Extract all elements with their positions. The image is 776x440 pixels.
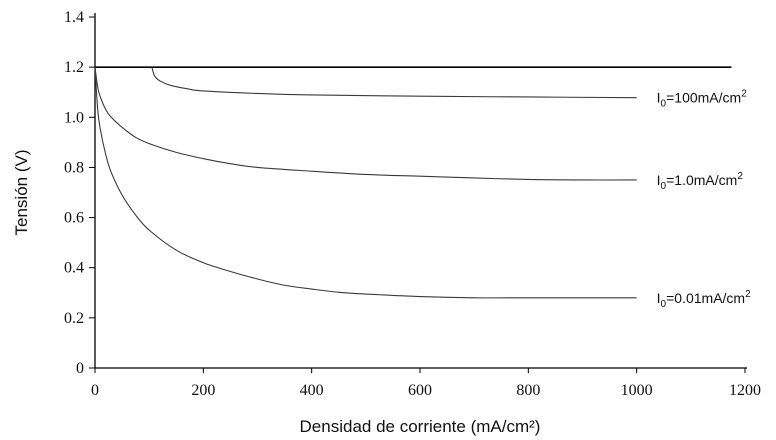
- x-tick-label: 400: [300, 382, 324, 399]
- curve-label-sub: 0: [661, 181, 667, 192]
- y-tick-label: 0.8: [64, 159, 84, 176]
- curve-label-base: I: [657, 90, 661, 106]
- x-tick-label: 600: [408, 382, 432, 399]
- curve-label-sub: 0: [661, 99, 667, 110]
- series-line: [151, 66, 637, 99]
- curve-label: I0=0.01mA/cm2: [657, 289, 751, 310]
- x-tick-label: 1200: [729, 382, 761, 399]
- curve-label-text: =100mA/cm: [666, 90, 741, 106]
- series-line: [94, 67, 637, 181]
- curve-label-sup: 2: [737, 171, 743, 182]
- x-tick-label: 800: [516, 382, 540, 399]
- x-tick-label: 200: [191, 382, 215, 399]
- y-axis-title: Tensión (V): [12, 150, 31, 236]
- curve-label-sup: 2: [745, 289, 751, 300]
- y-tick-label: 1.0: [64, 109, 84, 126]
- y-tick-label: 1.2: [64, 59, 84, 76]
- y-tick-label: 0.4: [64, 260, 84, 277]
- curve-label-sub: 0: [661, 299, 667, 310]
- x-tick-label: 1000: [621, 382, 653, 399]
- curve-label-text: =1.0mA/cm: [666, 172, 737, 188]
- axes: [94, 13, 747, 369]
- x-axis-title: Densidad de corriente (mA/cm²): [300, 417, 541, 436]
- curve-label-base: I: [657, 172, 661, 188]
- curve-label-base: I: [657, 290, 661, 306]
- curve-label-sup: 2: [741, 89, 747, 100]
- ticks: 0 200 400 600 800 1000 120000.20.40.60.81.01.2…: [64, 9, 761, 399]
- curve-label: I0=100mA/cm2: [657, 89, 748, 110]
- y-tick-label: 0.2: [64, 310, 84, 327]
- y-tick-label: 0.6: [64, 210, 84, 227]
- y-tick-label: 0: [76, 360, 84, 377]
- y-tick-label: 1.4: [64, 9, 84, 26]
- curves: [94, 66, 637, 299]
- curve-label: I0=1.0mA/cm2: [657, 171, 744, 192]
- curve-label-text: =0.01mA/cm: [666, 290, 745, 306]
- x-tick-label: 0: [91, 382, 99, 399]
- series-line: [94, 67, 637, 299]
